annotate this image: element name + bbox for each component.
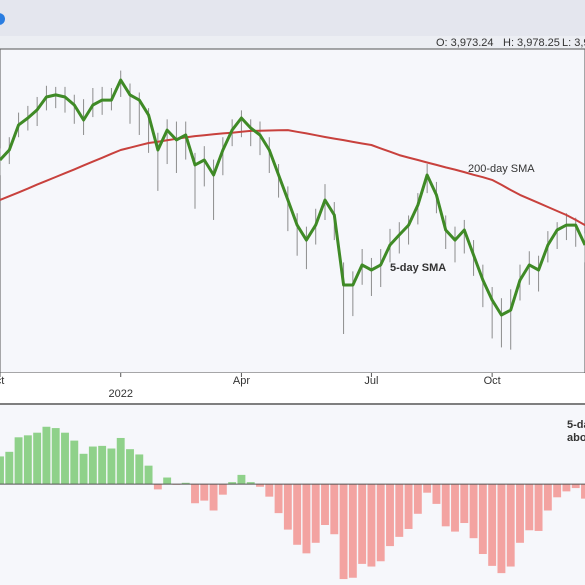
histogram-bar xyxy=(33,432,42,485)
histogram-bar xyxy=(237,474,246,485)
histogram-bar xyxy=(376,484,385,562)
histogram-bar xyxy=(330,484,339,535)
histogram-bar xyxy=(14,437,23,485)
histogram-bar xyxy=(562,484,571,492)
histogram-bar xyxy=(0,456,4,485)
histogram-bar xyxy=(51,428,60,485)
histogram-bar xyxy=(163,477,172,485)
histogram-bar xyxy=(395,484,404,537)
x-tick-label: Jul xyxy=(364,375,378,387)
histogram-bar xyxy=(23,435,32,485)
ohlc-low: L: 3,9 xyxy=(562,37,585,49)
histogram-bar xyxy=(98,445,107,485)
x-tick-label: Oct xyxy=(484,375,501,387)
x-tick-label: ct xyxy=(0,375,4,387)
histogram-bar xyxy=(386,484,394,547)
histogram-bar xyxy=(70,440,79,485)
histogram-bar xyxy=(432,484,441,504)
x-axis-area xyxy=(0,373,585,403)
histogram-bar xyxy=(311,484,320,543)
series-label: 200-day SMA xyxy=(468,163,535,175)
series-label: 5-day SMA xyxy=(390,262,446,274)
histogram-bar xyxy=(181,482,190,485)
histogram-bar xyxy=(107,448,116,485)
histogram-bar xyxy=(116,437,125,485)
histogram-bar xyxy=(423,484,432,493)
histogram-bar xyxy=(246,482,255,485)
histogram-bar xyxy=(302,484,311,554)
sma-line xyxy=(0,78,585,317)
histogram-bar xyxy=(321,484,329,525)
histogram-bar xyxy=(283,484,292,530)
histogram-bar xyxy=(61,432,69,485)
histogram-bar xyxy=(42,426,51,485)
histogram-bar xyxy=(135,454,144,485)
sma-line xyxy=(0,129,585,226)
histogram-bar xyxy=(478,484,487,555)
histogram-bar xyxy=(553,484,562,498)
histogram-bar xyxy=(488,484,497,566)
histogram-bar xyxy=(441,484,450,527)
histogram-bar xyxy=(543,484,552,511)
histogram-bar xyxy=(293,484,302,545)
histogram-bar xyxy=(209,484,218,511)
histogram-bar xyxy=(413,484,422,514)
histogram-bar xyxy=(5,451,14,485)
histogram-bar xyxy=(274,484,283,514)
histogram-note: abo xyxy=(567,432,585,444)
histogram-panel xyxy=(0,405,585,585)
toolbar xyxy=(0,0,585,36)
histogram-bar xyxy=(460,484,469,524)
histogram-bar xyxy=(404,484,413,529)
histogram-bar xyxy=(451,484,459,532)
histogram-bar xyxy=(358,484,367,564)
histogram-note: 5-da xyxy=(567,419,585,431)
histogram-bar xyxy=(348,484,357,578)
histogram-bar xyxy=(265,484,274,497)
histogram-bar xyxy=(571,484,580,489)
histogram-bar xyxy=(200,484,209,501)
x-tick-label: 2022 xyxy=(108,388,132,400)
histogram-bar xyxy=(79,453,88,485)
histogram-bar xyxy=(126,449,134,485)
histogram-bar xyxy=(367,484,376,567)
histogram-bar xyxy=(228,482,237,485)
histogram-bar xyxy=(339,484,348,580)
histogram-bar xyxy=(218,484,227,495)
ohlc-open: O: 3,973.24 xyxy=(436,37,494,49)
histogram-bar xyxy=(144,465,153,485)
toolbar-icon[interactable] xyxy=(0,13,5,25)
ohlc-bar xyxy=(0,36,585,49)
histogram-bar xyxy=(516,484,524,543)
histogram-bar xyxy=(256,484,264,487)
x-tick-label: Apr xyxy=(233,375,250,387)
histogram-bar xyxy=(506,484,515,567)
histogram-bar xyxy=(469,484,478,539)
histogram-bar xyxy=(191,484,199,504)
histogram-bar xyxy=(534,484,543,531)
ohlc-high: H: 3,978.25 xyxy=(503,37,560,49)
histogram-bar xyxy=(581,484,585,499)
histogram-bar xyxy=(525,484,534,531)
histogram-bar xyxy=(497,484,506,574)
histogram-bar xyxy=(153,484,162,490)
histogram-bar xyxy=(88,446,97,485)
